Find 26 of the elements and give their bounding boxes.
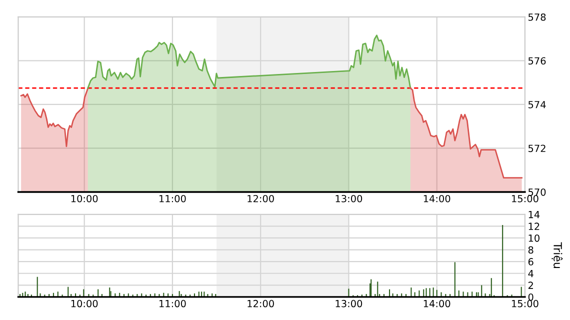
y-tick-label: 576 (528, 57, 546, 65)
y-tick-label: 2 (528, 282, 533, 289)
y-tick-label: 0 (528, 293, 534, 301)
y-tick-label: 570 (528, 188, 546, 196)
x-tick-label: 12:00 (248, 300, 274, 308)
x-tick-label: 11:00 (160, 194, 186, 202)
x-tick-label: 15:00 (512, 300, 538, 308)
y-tick-label: 572 (528, 144, 546, 152)
x-tick-label: 14:00 (424, 194, 450, 202)
x-tick-label: 11:00 (160, 300, 186, 308)
x-tick-label: 15:00 (512, 194, 538, 202)
y-tick-label: 4 (528, 270, 534, 278)
y-tick-label: 14 (528, 211, 540, 218)
y-tick-label: 578 (528, 13, 546, 21)
x-tick-label: 10:00 (71, 194, 98, 202)
x-tick-label: 13:00 (336, 300, 362, 308)
y-tick-label: 574 (528, 101, 546, 108)
y-tick-label: 12 (528, 222, 540, 230)
y-tick-label: 8 (528, 246, 534, 254)
y-tick-label: 6 (528, 258, 534, 266)
x-tick-label: 10:00 (71, 300, 98, 308)
x-tick-label: 13:00 (336, 194, 362, 202)
y-tick-label: 10 (528, 234, 540, 242)
x-tick-label: 12:00 (248, 194, 274, 202)
x-tick-label: 14:00 (424, 300, 450, 308)
y-axis-title: Triệu (552, 242, 563, 268)
